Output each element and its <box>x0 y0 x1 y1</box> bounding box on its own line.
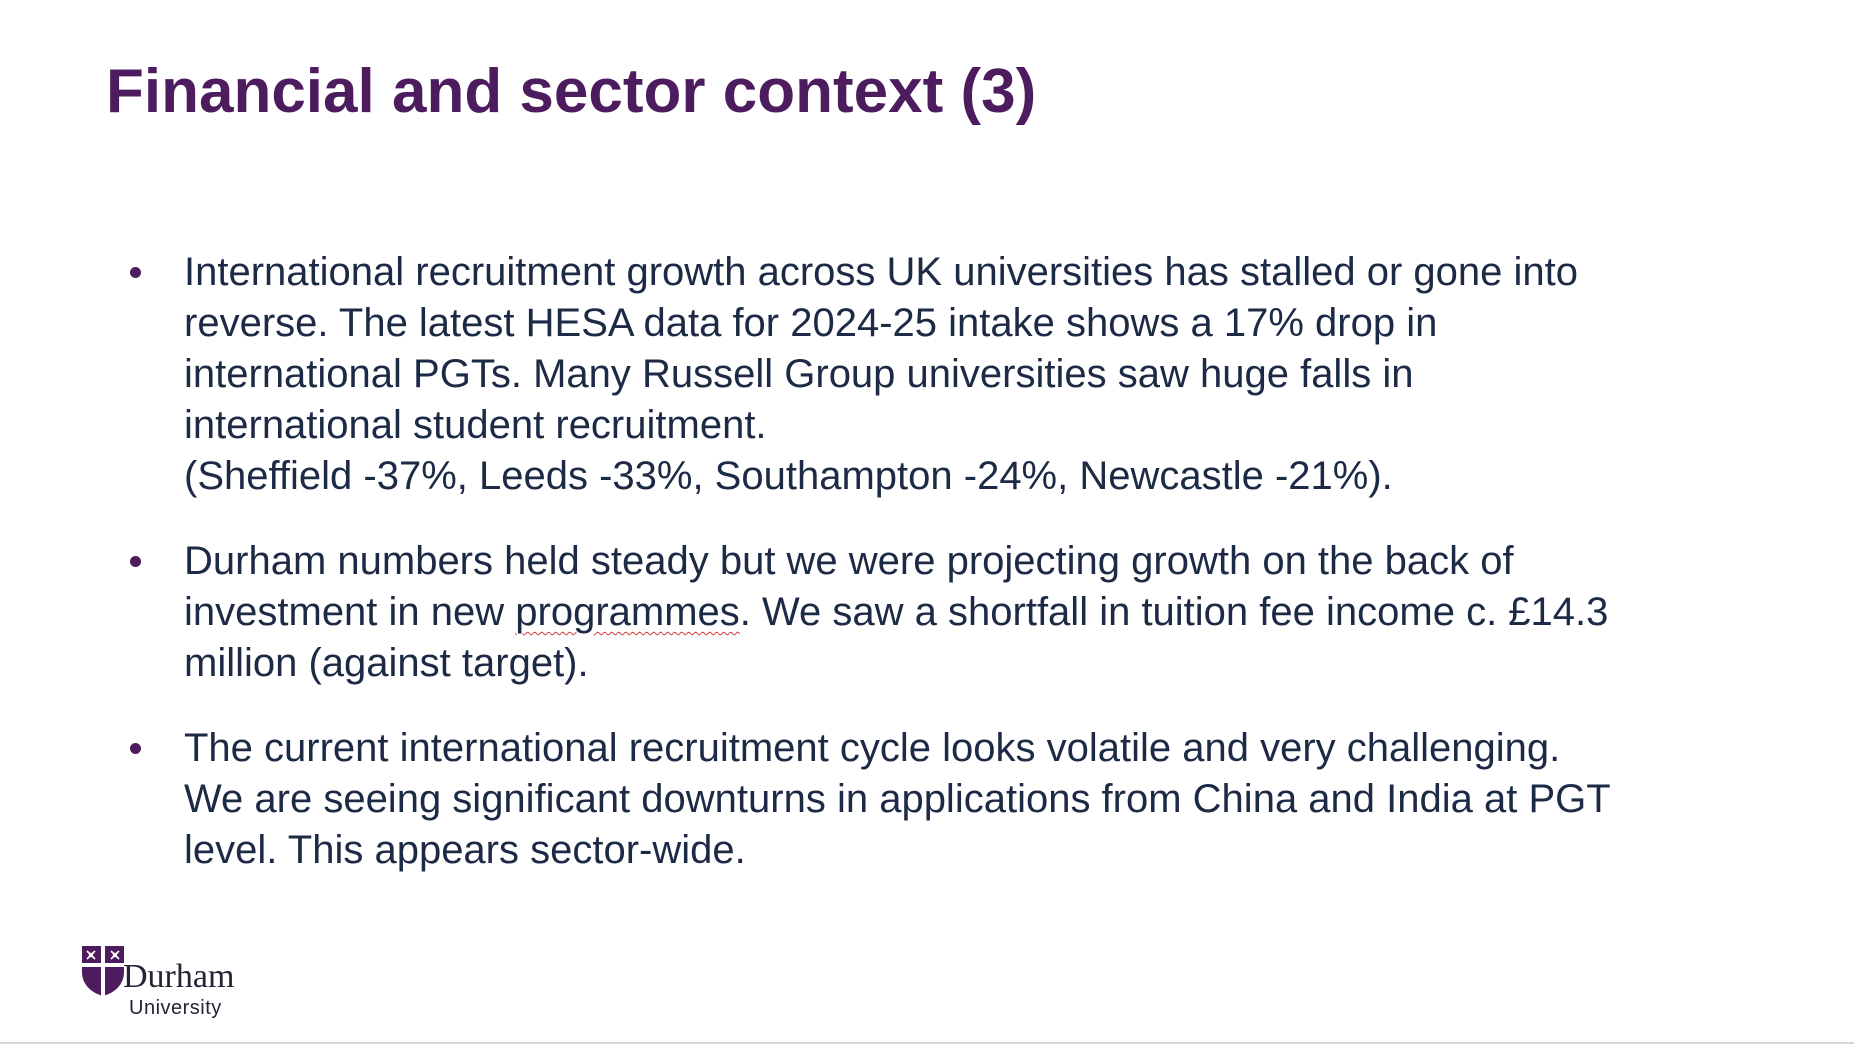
bullet-line-segment: . We saw a shortfall in tuition fee inco… <box>739 590 1609 634</box>
bullet-line: international PGTs. Many Russell Group u… <box>184 352 1414 396</box>
slide-title: Financial and sector context (3) <box>106 57 1037 126</box>
bullet-text: International recruitment growth across … <box>184 247 1702 502</box>
bullet-dot-icon <box>130 267 141 278</box>
bullet-line: We are seeing significant downturns in a… <box>184 777 1611 821</box>
bullet-line-segment: investment in new <box>184 590 516 634</box>
durham-university-logo: Durham University <box>81 945 234 1018</box>
bullet-line: level. This appears sector-wide. <box>184 828 746 872</box>
logo-wordmark: Durham University <box>123 958 235 1019</box>
bullet-line: Durham numbers held steady but we were p… <box>184 539 1514 583</box>
bullet-line: million (against target). <box>184 641 589 685</box>
university-crest-icon <box>82 946 124 996</box>
bullet-text: Durham numbers held steady but we were p… <box>184 536 1702 689</box>
bottom-divider <box>0 1042 1854 1044</box>
bullet-line: The current international recruitment cy… <box>184 726 1561 770</box>
bullet-item: International recruitment growth across … <box>122 247 1702 502</box>
bullet-item: The current international recruitment cy… <box>122 723 1702 876</box>
logo-subtitle: University <box>129 997 222 1019</box>
bullet-line: (Sheffield -37%, Leeds -33%, Southampton… <box>184 454 1393 498</box>
bullet-line: International recruitment growth across … <box>184 250 1579 294</box>
bullet-list: International recruitment growth across … <box>122 247 1702 876</box>
logo-name: Durham <box>123 958 235 995</box>
spellcheck-underlined-word: programmes <box>515 590 740 634</box>
bullet-text: The current international recruitment cy… <box>184 723 1702 876</box>
bullet-dot-icon <box>130 556 141 567</box>
bullet-line: investment in new programmes. We saw a s… <box>184 587 1702 638</box>
bullet-item: Durham numbers held steady but we were p… <box>122 536 1702 689</box>
bullet-line: reverse. The latest HESA data for 2024-2… <box>184 301 1438 345</box>
bullet-dot-icon <box>130 743 141 754</box>
bullet-line: international student recruitment. <box>184 403 767 447</box>
